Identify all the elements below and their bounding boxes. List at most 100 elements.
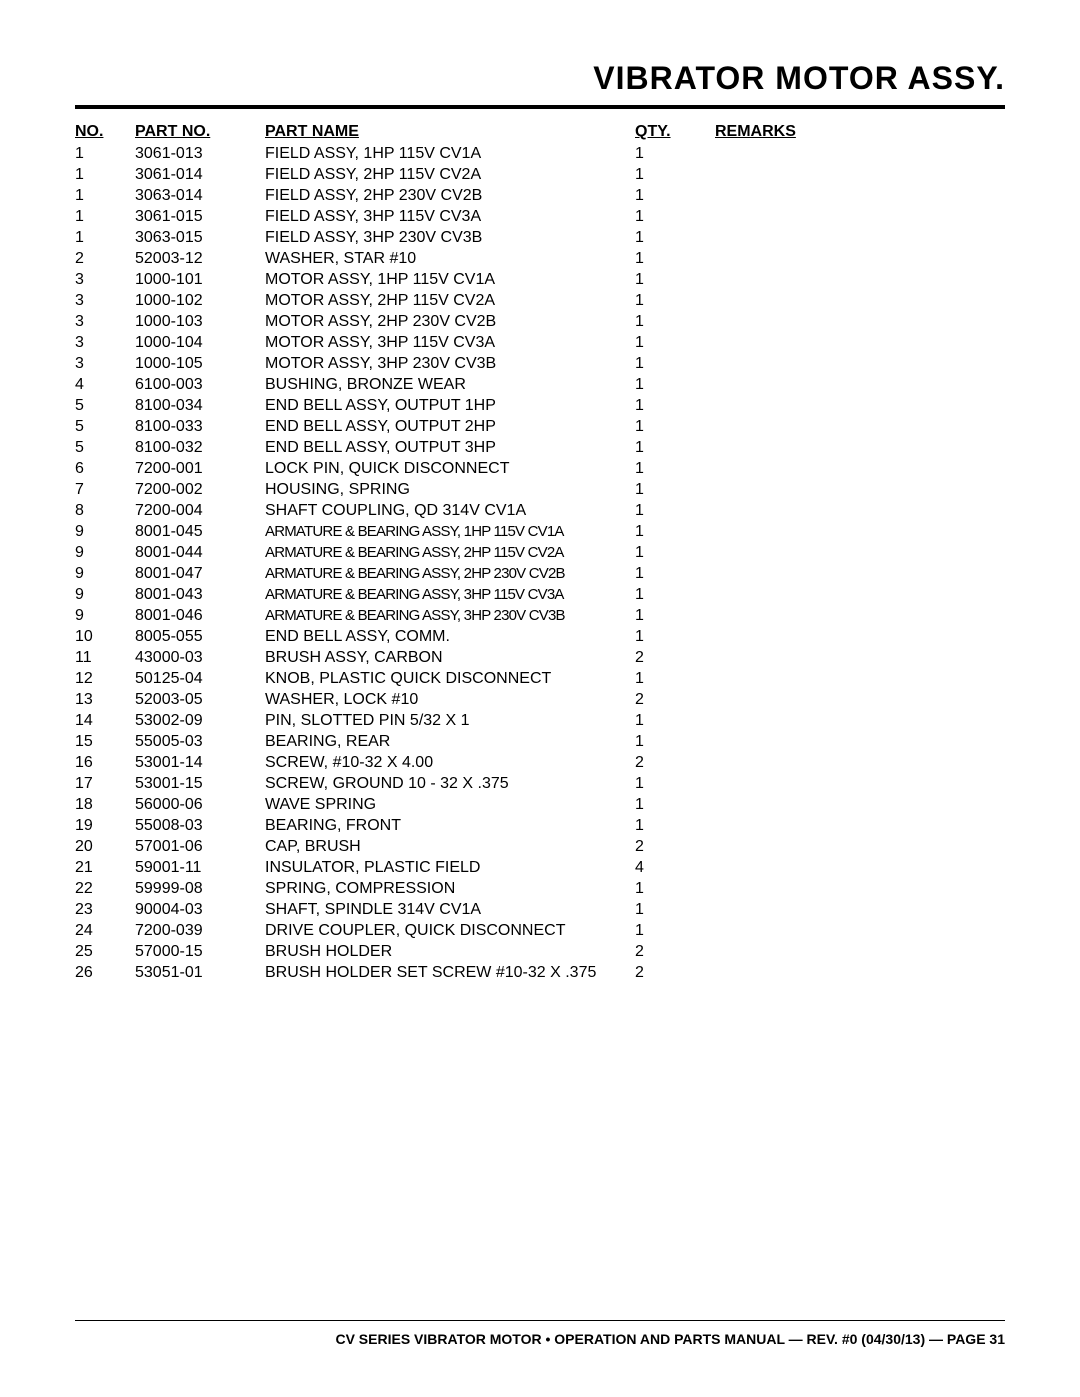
cell-remarks	[715, 836, 1005, 857]
cell-partno: 1000-101	[135, 269, 265, 290]
cell-remarks	[715, 752, 1005, 773]
table-row: 98001-043ARMATURE & BEARING ASSY, 3HP 11…	[75, 584, 1005, 605]
cell-qty: 1	[635, 185, 715, 206]
header-qty: QTY.	[635, 121, 715, 143]
cell-qty: 1	[635, 269, 715, 290]
cell-partno: 8001-045	[135, 521, 265, 542]
table-row: 58100-033END BELL ASSY, OUTPUT 2HP1	[75, 416, 1005, 437]
cell-remarks	[715, 626, 1005, 647]
cell-no: 1	[75, 143, 135, 164]
cell-remarks	[715, 605, 1005, 626]
cell-partno: 8100-032	[135, 437, 265, 458]
cell-no: 20	[75, 836, 135, 857]
table-row: 13061-015FIELD ASSY, 3HP 115V CV3A1	[75, 206, 1005, 227]
cell-partno: 52003-05	[135, 689, 265, 710]
header-remarks: REMARKS	[715, 121, 1005, 143]
cell-remarks	[715, 458, 1005, 479]
table-row: 46100-003BUSHING, BRONZE WEAR1	[75, 374, 1005, 395]
cell-partno: 8100-033	[135, 416, 265, 437]
table-row: 1753001-15SCREW, GROUND 10 - 32 X .3751	[75, 773, 1005, 794]
cell-remarks	[715, 374, 1005, 395]
cell-no: 12	[75, 668, 135, 689]
cell-partname: MOTOR ASSY, 3HP 230V CV3B	[265, 353, 635, 374]
cell-remarks	[715, 416, 1005, 437]
cell-partname: DRIVE COUPLER, QUICK DISCONNECT	[265, 920, 635, 941]
cell-remarks	[715, 479, 1005, 500]
cell-partname: FIELD ASSY, 3HP 230V CV3B	[265, 227, 635, 248]
cell-qty: 1	[635, 899, 715, 920]
cell-remarks	[715, 773, 1005, 794]
cell-no: 4	[75, 374, 135, 395]
cell-remarks	[715, 332, 1005, 353]
cell-qty: 1	[635, 290, 715, 311]
cell-partno: 7200-004	[135, 500, 265, 521]
cell-partname: FIELD ASSY, 2HP 230V CV2B	[265, 185, 635, 206]
cell-partname: LOCK PIN, QUICK DISCONNECT	[265, 458, 635, 479]
table-row: 2653051-01BRUSH HOLDER SET SCREW #10-32 …	[75, 962, 1005, 983]
table-row: 13063-015FIELD ASSY, 3HP 230V CV3B1	[75, 227, 1005, 248]
cell-no: 5	[75, 437, 135, 458]
cell-qty: 1	[635, 668, 715, 689]
cell-qty: 2	[635, 836, 715, 857]
cell-remarks	[715, 437, 1005, 458]
cell-no: 1	[75, 164, 135, 185]
cell-partno: 8001-043	[135, 584, 265, 605]
cell-remarks	[715, 563, 1005, 584]
cell-remarks	[715, 248, 1005, 269]
cell-partname: WAVE SPRING	[265, 794, 635, 815]
table-row: 31000-102MOTOR ASSY, 2HP 115V CV2A1	[75, 290, 1005, 311]
table-row: 58100-034END BELL ASSY, OUTPUT 1HP1	[75, 395, 1005, 416]
cell-partname: PIN, SLOTTED PIN 5/32 X 1	[265, 710, 635, 731]
cell-partname: FIELD ASSY, 1HP 115V CV1A	[265, 143, 635, 164]
cell-remarks	[715, 164, 1005, 185]
cell-no: 24	[75, 920, 135, 941]
table-row: 58100-032END BELL ASSY, OUTPUT 3HP1	[75, 437, 1005, 458]
cell-partno: 1000-103	[135, 311, 265, 332]
cell-remarks	[715, 206, 1005, 227]
table-row: 2259999-08SPRING, COMPRESSION1	[75, 878, 1005, 899]
cell-qty: 1	[635, 542, 715, 563]
cell-qty: 1	[635, 311, 715, 332]
cell-remarks	[715, 584, 1005, 605]
cell-partno: 3061-014	[135, 164, 265, 185]
cell-remarks	[715, 815, 1005, 836]
table-row: 1653001-14SCREW, #10-32 X 4.002	[75, 752, 1005, 773]
cell-qty: 1	[635, 248, 715, 269]
cell-partno: 8001-046	[135, 605, 265, 626]
cell-partname: SPRING, COMPRESSION	[265, 878, 635, 899]
cell-no: 13	[75, 689, 135, 710]
table-row: 1250125-04KNOB, PLASTIC QUICK DISCONNECT…	[75, 668, 1005, 689]
cell-partno: 50125-04	[135, 668, 265, 689]
cell-no: 10	[75, 626, 135, 647]
table-row: 2557000-15BRUSH HOLDER2	[75, 941, 1005, 962]
cell-no: 5	[75, 416, 135, 437]
cell-qty: 1	[635, 815, 715, 836]
table-row: 31000-101MOTOR ASSY, 1HP 115V CV1A1	[75, 269, 1005, 290]
footer-text: CV SERIES VIBRATOR MOTOR • OPERATION AND…	[75, 1331, 1005, 1347]
table-row: 1555005-03BEARING, REAR1	[75, 731, 1005, 752]
cell-partno: 3061-015	[135, 206, 265, 227]
cell-qty: 1	[635, 206, 715, 227]
cell-partno: 1000-105	[135, 353, 265, 374]
cell-qty: 1	[635, 521, 715, 542]
cell-no: 14	[75, 710, 135, 731]
cell-qty: 1	[635, 395, 715, 416]
cell-partname: SHAFT, SPINDLE 314V CV1A	[265, 899, 635, 920]
header-partno: PART NO.	[135, 121, 265, 143]
footer-rule	[75, 1320, 1005, 1321]
cell-partno: 53051-01	[135, 962, 265, 983]
cell-partno: 3063-014	[135, 185, 265, 206]
cell-no: 18	[75, 794, 135, 815]
cell-partno: 8005-055	[135, 626, 265, 647]
cell-remarks	[715, 311, 1005, 332]
cell-qty: 1	[635, 437, 715, 458]
cell-qty: 1	[635, 563, 715, 584]
cell-partname: FIELD ASSY, 3HP 115V CV3A	[265, 206, 635, 227]
cell-no: 1	[75, 206, 135, 227]
page-title: VIBRATOR MOTOR ASSY.	[75, 60, 1005, 97]
cell-partname: BRUSH ASSY, CARBON	[265, 647, 635, 668]
table-row: 98001-047ARMATURE & BEARING ASSY, 2HP 23…	[75, 563, 1005, 584]
cell-remarks	[715, 542, 1005, 563]
cell-remarks	[715, 899, 1005, 920]
cell-no: 15	[75, 731, 135, 752]
